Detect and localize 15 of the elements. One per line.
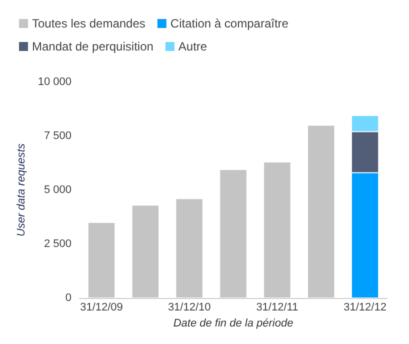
y-tick-label: 7 500 [44, 130, 72, 142]
y-tick-label: 5 000 [44, 184, 72, 196]
legend-label: Autre [178, 40, 208, 54]
legend-label: Toutes les demandes [32, 16, 146, 30]
x-tick-label: 31/12/12 [344, 302, 386, 314]
y-axis-title: User data requests [16, 143, 28, 236]
x-tick-label: 31/12/09 [80, 302, 123, 314]
y-tick-label: 2 500 [44, 238, 72, 250]
y-tick-label: 0 [65, 292, 72, 304]
legend-label: Citation à comparaître [170, 16, 289, 30]
legend-label: Mandat de perquisition [32, 40, 154, 54]
x-tick-label: 31/12/10 [168, 302, 211, 314]
y-tick-label: 10 000 [38, 76, 72, 88]
x-axis-title: Date de fin de la période [173, 318, 294, 330]
x-tick-label: 31/12/11 [256, 302, 298, 314]
